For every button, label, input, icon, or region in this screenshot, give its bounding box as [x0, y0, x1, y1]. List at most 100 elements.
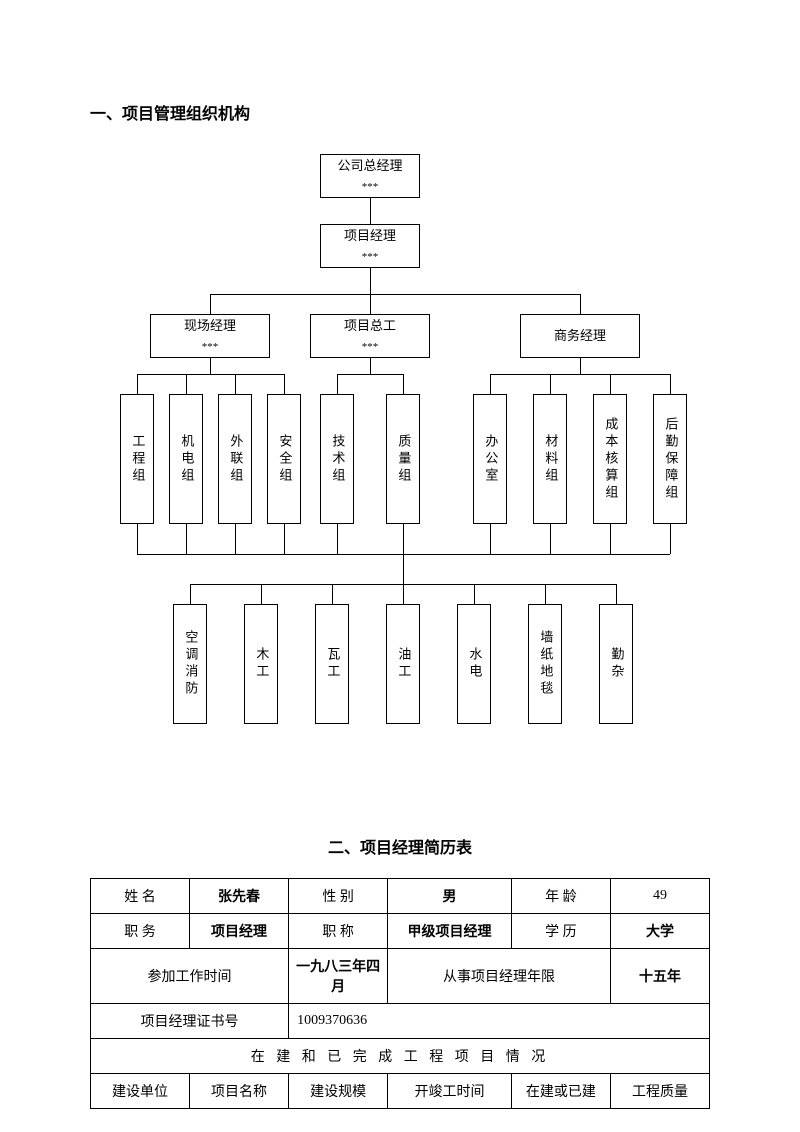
cell-name-label: 姓 名	[91, 879, 190, 914]
cell-age-value: 49	[610, 879, 709, 914]
node-ceo-title: 公司总经理	[337, 156, 402, 177]
cell-title-label: 职 称	[289, 914, 388, 949]
connector	[284, 524, 285, 554]
table-row: 建设单位 项目名称 建设规模 开竣工时间 在建或已建 工程质量	[91, 1074, 710, 1109]
node-l4-3: 安全组	[267, 394, 301, 524]
connector	[403, 584, 404, 604]
node-l5-0: 空调消防	[173, 604, 207, 724]
section-1-title: 一、项目管理组织机构	[90, 100, 710, 124]
connector	[235, 374, 236, 394]
table-row: 参加工作时间 一九八三年四月 从事项目经理年限 十五年	[91, 949, 710, 1004]
cell-title-value: 甲级项目经理	[388, 914, 512, 949]
connector	[580, 294, 581, 314]
node-l5-2: 瓦工	[315, 604, 349, 724]
node-chief-eng-sub: ***	[362, 339, 379, 357]
node-l4-8: 成本核算组	[593, 394, 627, 524]
connector	[337, 374, 338, 394]
connector	[235, 524, 236, 554]
connector	[616, 584, 617, 604]
cell-h4: 开竣工时间	[388, 1074, 512, 1109]
node-l5-3: 油工	[386, 604, 420, 724]
connector	[610, 374, 611, 394]
cell-pmyears-value: 十五年	[610, 949, 709, 1004]
table-row: 在 建 和 已 完 成 工 程 项 目 情 况	[91, 1039, 710, 1074]
connector	[186, 374, 187, 394]
cell-edu-label: 学 历	[511, 914, 610, 949]
connector	[186, 524, 187, 554]
node-l4-5: 质量组	[386, 394, 420, 524]
cell-certno-value: 1009370636	[289, 1004, 710, 1039]
connector	[370, 294, 371, 314]
connector	[332, 584, 333, 604]
connector	[670, 374, 671, 394]
cell-h6: 工程质量	[610, 1074, 709, 1109]
connector	[550, 374, 551, 394]
org-chart: 公司总经理 *** 项目经理 *** 现场经理 *** 项目总工 *** 商务经…	[120, 154, 680, 794]
node-site-mgr-sub: ***	[202, 339, 219, 357]
connector	[337, 524, 338, 554]
node-site-mgr: 现场经理 ***	[150, 314, 270, 358]
connector	[284, 374, 285, 394]
node-l4-9: 后勤保障组	[653, 394, 687, 524]
node-pm-title: 项目经理	[344, 226, 396, 247]
section-2-title: 二、项目经理简历表	[90, 834, 710, 858]
node-biz-mgr: 商务经理	[520, 314, 640, 358]
connector	[670, 524, 671, 554]
node-l4-0: 工程组	[120, 394, 154, 524]
table-row: 姓 名 张先春 性 别 男 年 龄 49	[91, 879, 710, 914]
node-l5-6: 勤杂	[599, 604, 633, 724]
node-l5-4: 水电	[457, 604, 491, 724]
node-chief-eng: 项目总工 ***	[310, 314, 430, 358]
node-ceo-sub: ***	[362, 179, 379, 197]
node-biz-mgr-title: 商务经理	[554, 326, 606, 347]
cell-projects-header: 在 建 和 已 完 成 工 程 项 目 情 况	[91, 1039, 710, 1074]
node-l4-7: 材料组	[533, 394, 567, 524]
cell-pmyears-label: 从事项目经理年限	[388, 949, 611, 1004]
node-l5-5: 墙纸地毯	[528, 604, 562, 724]
connector	[210, 358, 211, 374]
connector	[137, 374, 284, 375]
node-pm-sub: ***	[362, 249, 379, 267]
cell-workdate-value: 一九八三年四月	[289, 949, 388, 1004]
connector	[490, 524, 491, 554]
connector	[490, 374, 670, 375]
connector	[403, 374, 404, 394]
connector	[580, 358, 581, 374]
connector	[550, 524, 551, 554]
connector	[137, 524, 138, 554]
node-ceo: 公司总经理 ***	[320, 154, 420, 198]
cell-h1: 建设单位	[91, 1074, 190, 1109]
connector	[137, 374, 138, 394]
cell-h3: 建设规模	[289, 1074, 388, 1109]
connector	[490, 374, 491, 394]
node-site-mgr-title: 现场经理	[184, 316, 236, 337]
node-l5-1: 木工	[244, 604, 278, 724]
node-l4-4: 技术组	[320, 394, 354, 524]
node-l4-6: 办公室	[473, 394, 507, 524]
resume-table: 姓 名 张先春 性 别 男 年 龄 49 职 务 项目经理 职 称 甲级项目经理…	[90, 878, 710, 1109]
connector	[370, 358, 371, 374]
cell-edu-value: 大学	[610, 914, 709, 949]
node-l4-2: 外联组	[218, 394, 252, 524]
cell-certno-label: 项目经理证书号	[91, 1004, 289, 1039]
cell-h2: 项目名称	[190, 1074, 289, 1109]
connector	[261, 584, 262, 604]
cell-position-label: 职 务	[91, 914, 190, 949]
cell-h5: 在建或已建	[511, 1074, 610, 1109]
node-l4-1: 机电组	[169, 394, 203, 524]
table-row: 职 务 项目经理 职 称 甲级项目经理 学 历 大学	[91, 914, 710, 949]
connector	[370, 198, 371, 224]
connector	[190, 584, 191, 604]
connector	[337, 374, 403, 375]
connector	[610, 524, 611, 554]
connector	[210, 294, 580, 295]
connector	[403, 524, 404, 554]
cell-age-label: 年 龄	[511, 879, 610, 914]
connector	[210, 294, 211, 314]
node-pm: 项目经理 ***	[320, 224, 420, 268]
cell-name-value: 张先春	[190, 879, 289, 914]
cell-position-value: 项目经理	[190, 914, 289, 949]
cell-gender-value: 男	[388, 879, 512, 914]
table-row: 项目经理证书号 1009370636	[91, 1004, 710, 1039]
connector	[403, 554, 404, 584]
